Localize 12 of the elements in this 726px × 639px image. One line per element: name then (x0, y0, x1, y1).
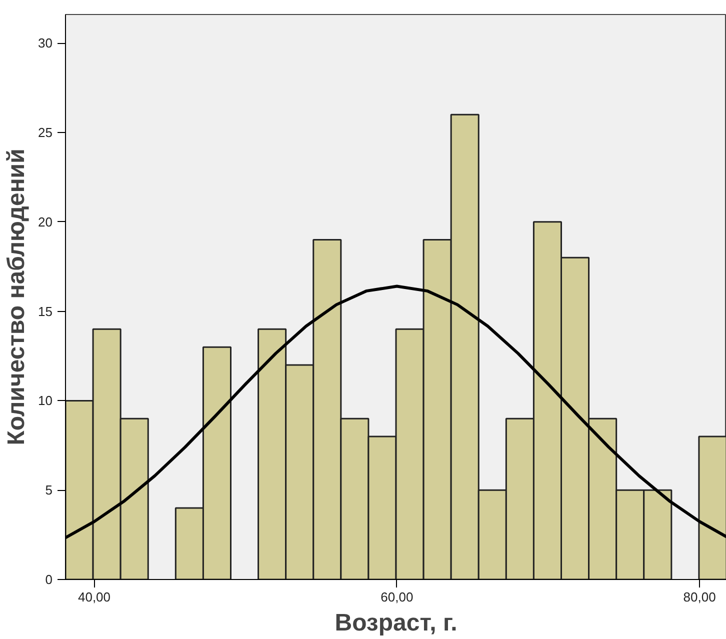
x-axis-title: Возраст, г. (334, 610, 458, 636)
x-tick-label: 80,00 (683, 590, 716, 604)
y-tick-label: 0 (45, 572, 53, 587)
y-tick-label: 5 (45, 482, 53, 498)
x-tick-label: 60,00 (380, 590, 414, 604)
y-tick-label: 30 (38, 36, 53, 51)
x-tick-label: 40,00 (78, 590, 111, 604)
y-tick-label: 20 (38, 214, 53, 230)
y-axis-title: Количество наблюдений (3, 148, 30, 446)
y-tick-label: 10 (38, 393, 53, 408)
y-tick-label: 25 (38, 125, 53, 140)
y-tick-label: 15 (38, 304, 53, 319)
